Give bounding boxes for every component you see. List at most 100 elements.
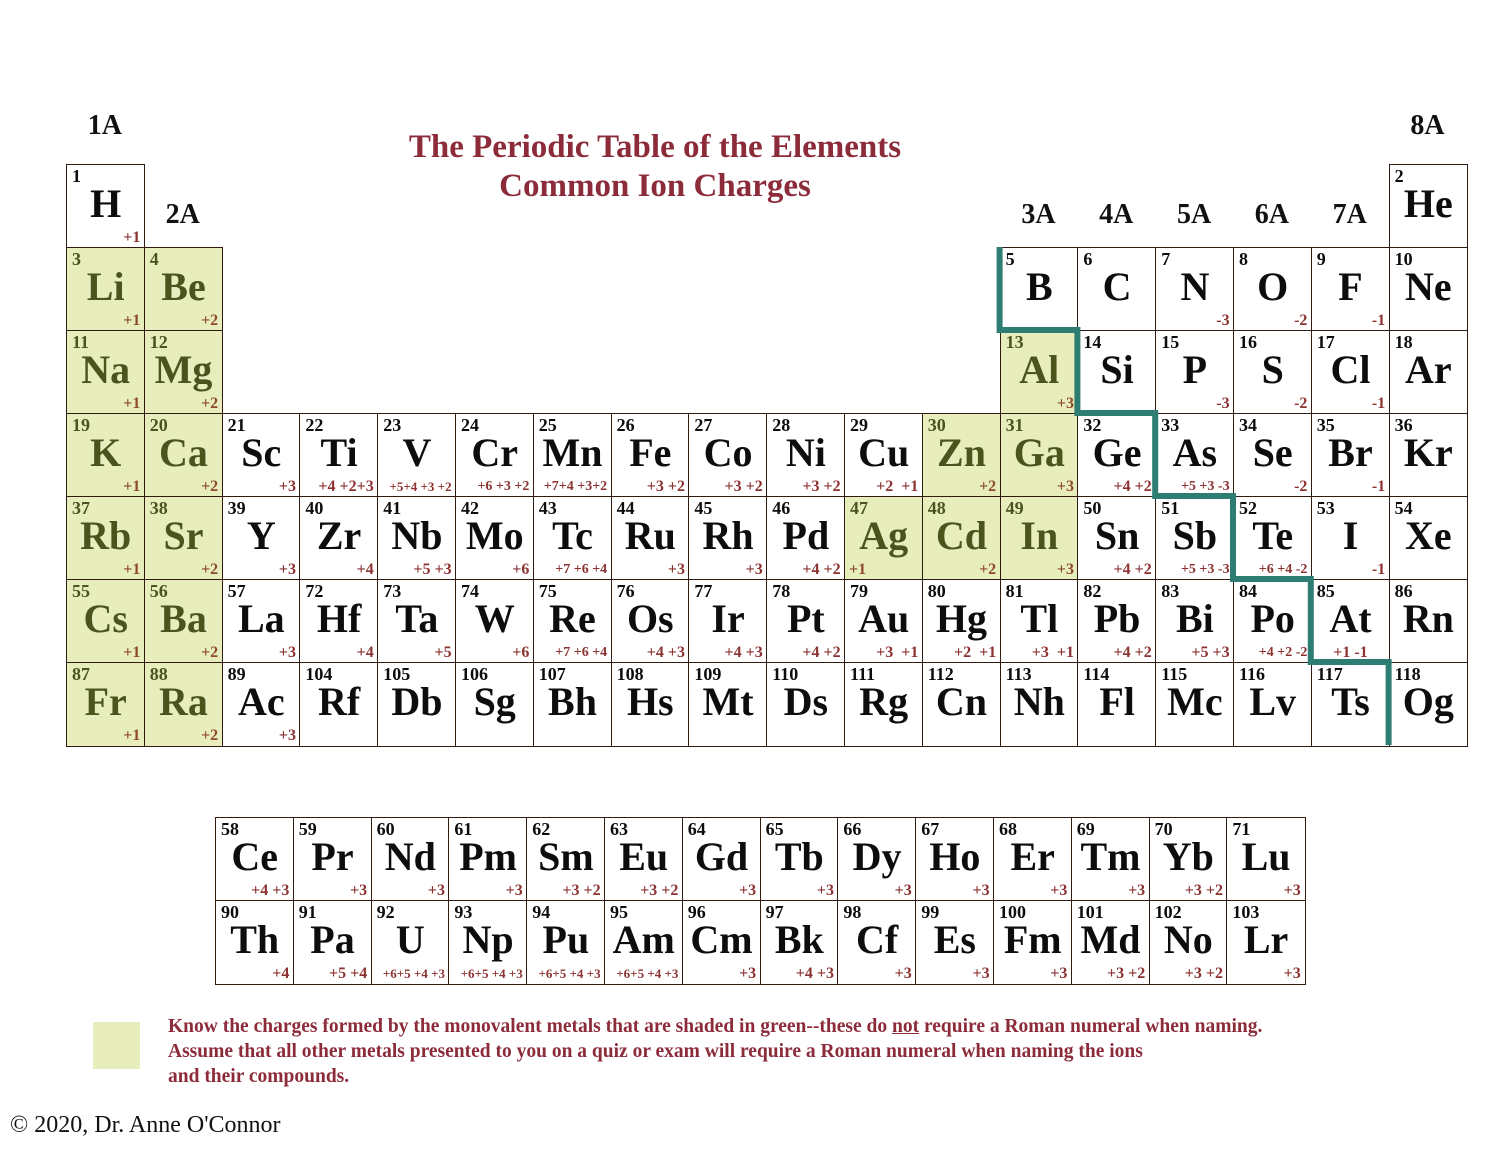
- element-cell-n: 7 N -3: [1155, 247, 1235, 332]
- ion-charge: +4 +2: [802, 560, 841, 578]
- element-cell-fm: 100 Fm +3: [993, 900, 1073, 985]
- element-symbol: Pb: [1093, 596, 1141, 641]
- ion-charge: +5: [434, 643, 452, 661]
- ion-charge: +6+5 +4 +3: [616, 965, 679, 981]
- atomic-number: 22: [305, 415, 324, 435]
- green-legend-swatch: [93, 1022, 140, 1069]
- ion-charge: +3: [278, 477, 296, 495]
- element-symbol: Si: [1100, 347, 1134, 392]
- ion-charge: +2: [201, 477, 219, 495]
- ion-charge: +3: [1056, 477, 1074, 495]
- element-cell-zn: 30 Zn +2: [921, 413, 1002, 498]
- ion-charge: -1: [1371, 394, 1386, 412]
- atomic-number: 21: [227, 415, 246, 435]
- ion-charge: +1: [123, 477, 141, 495]
- element-cell-bi: 83 Bi +5 +3: [1155, 579, 1235, 664]
- element-cell-cm: 96 Cm +3: [681, 900, 762, 985]
- atomic-number: 98: [843, 902, 862, 922]
- atomic-number: 12: [149, 332, 168, 352]
- element-cell-na: 11 Na +1: [66, 330, 146, 415]
- element-cell-ba: 56 Ba +2: [143, 579, 224, 664]
- element-cell-np: 93 Np +6+5 +4 +3: [448, 900, 528, 985]
- atomic-number: 24: [461, 415, 479, 435]
- element-symbol: Cr: [471, 430, 519, 475]
- element-cell-s: 16 S -2: [1233, 330, 1313, 415]
- atomic-number: 87: [72, 664, 90, 684]
- element-symbol: Os: [626, 596, 674, 641]
- ion-charge: +5 +3: [413, 560, 452, 578]
- ion-charge: +7 +6 +4: [555, 561, 608, 577]
- element-symbol: Au: [858, 596, 910, 641]
- element-symbol: Sr: [163, 513, 204, 558]
- element-cell-lv: 116 Lv: [1233, 662, 1313, 747]
- atomic-number: 29: [850, 415, 868, 435]
- atomic-number: 72: [305, 581, 324, 601]
- atomic-number: 45: [694, 498, 713, 518]
- element-symbol: Ge: [1092, 430, 1142, 475]
- element-cell-sr: 38 Sr +2: [143, 496, 224, 581]
- element-symbol: Cm: [690, 917, 753, 962]
- element-symbol: O: [1257, 264, 1289, 309]
- ion-charge: +4 +3: [251, 881, 290, 899]
- element-cell-pm: 61 Pm +3: [448, 817, 528, 902]
- atomic-number: 80: [927, 581, 946, 601]
- ion-charge: +1 -1: [1333, 643, 1368, 661]
- element-symbol: Pr: [311, 834, 354, 879]
- ion-charge: +2: [979, 477, 997, 495]
- element-symbol: Ne: [1404, 264, 1452, 309]
- element-cell-nb: 41 Nb +5 +3: [377, 496, 457, 581]
- element-symbol: Zr: [316, 513, 362, 558]
- ion-charge: +2: [201, 726, 219, 744]
- element-cell-pt: 78 Pt +4 +2: [766, 579, 846, 664]
- element-cell-ne: 10 Ne: [1388, 247, 1468, 332]
- element-symbol: K: [90, 430, 122, 475]
- element-cell-ru: 44 Ru +3: [610, 496, 690, 581]
- ion-charge: +3: [1283, 964, 1301, 982]
- element-cell-no: 102 No +3 +2: [1148, 900, 1228, 985]
- atomic-number: 47: [850, 498, 868, 518]
- element-symbol: Pd: [782, 513, 830, 558]
- ion-charge: -3: [1216, 311, 1230, 329]
- legend-line1: Know the charges formed by the monovalen…: [168, 1016, 1263, 1037]
- ion-charge: +4 +2: [802, 643, 841, 661]
- ion-charge: +7 +6 +4: [555, 644, 608, 660]
- element-cell-si: 14 Si: [1077, 330, 1157, 415]
- element-cell-yb: 70 Yb +3 +2: [1148, 817, 1228, 902]
- ion-charge: +3: [505, 881, 523, 899]
- ion-charge: +3 +1: [1031, 643, 1074, 661]
- ion-charge: +6: [512, 560, 530, 578]
- element-cell-eu: 63 Eu +3 +2: [604, 817, 684, 902]
- ion-charge: +4 +2: [1113, 560, 1152, 578]
- element-symbol: Dy: [852, 834, 902, 879]
- ion-charge: +4 +2+3: [318, 477, 374, 495]
- ion-charge: +1: [123, 560, 141, 578]
- group-label-1a: 1A: [87, 110, 123, 141]
- element-cell-og: 118 Og: [1388, 662, 1468, 747]
- element-symbol: Ho: [929, 834, 981, 879]
- element-cell-ts: 117 Ts: [1310, 662, 1391, 747]
- ion-charge: +2: [201, 560, 219, 578]
- element-symbol: Fe: [629, 430, 672, 475]
- ion-charge: -1: [1371, 477, 1386, 495]
- ion-charge: +3: [350, 881, 368, 899]
- element-cell-sg: 106 Sg: [455, 662, 535, 747]
- element-symbol: Co: [703, 430, 753, 475]
- atomic-number: 73: [383, 581, 402, 601]
- element-symbol: P: [1182, 347, 1208, 392]
- atomic-number: 56: [149, 581, 168, 601]
- element-symbol: Cf: [855, 917, 899, 962]
- atomic-number: 90: [221, 902, 239, 922]
- legend-note: Know the charges formed by the monovalen…: [168, 1014, 1458, 1089]
- element-cell-cs: 55 Cs +1: [66, 579, 146, 664]
- element-symbol: C: [1102, 264, 1132, 309]
- ion-charge: -1: [1371, 311, 1386, 329]
- element-cell-es: 99 Es +3: [915, 900, 995, 985]
- element-cell-pu: 94 Pu +6+5 +4 +3: [526, 900, 606, 985]
- element-cell-bh: 107 Bh: [532, 662, 613, 747]
- ion-charge: +3 +2: [1184, 881, 1223, 899]
- ion-charge: +3: [894, 881, 912, 899]
- element-symbol: Fr: [84, 679, 127, 724]
- element-cell-sb: 51 Sb +5 +3 -3: [1155, 496, 1235, 581]
- group-label-4a: 4A: [1099, 199, 1134, 230]
- element-symbol: Se: [1252, 430, 1293, 475]
